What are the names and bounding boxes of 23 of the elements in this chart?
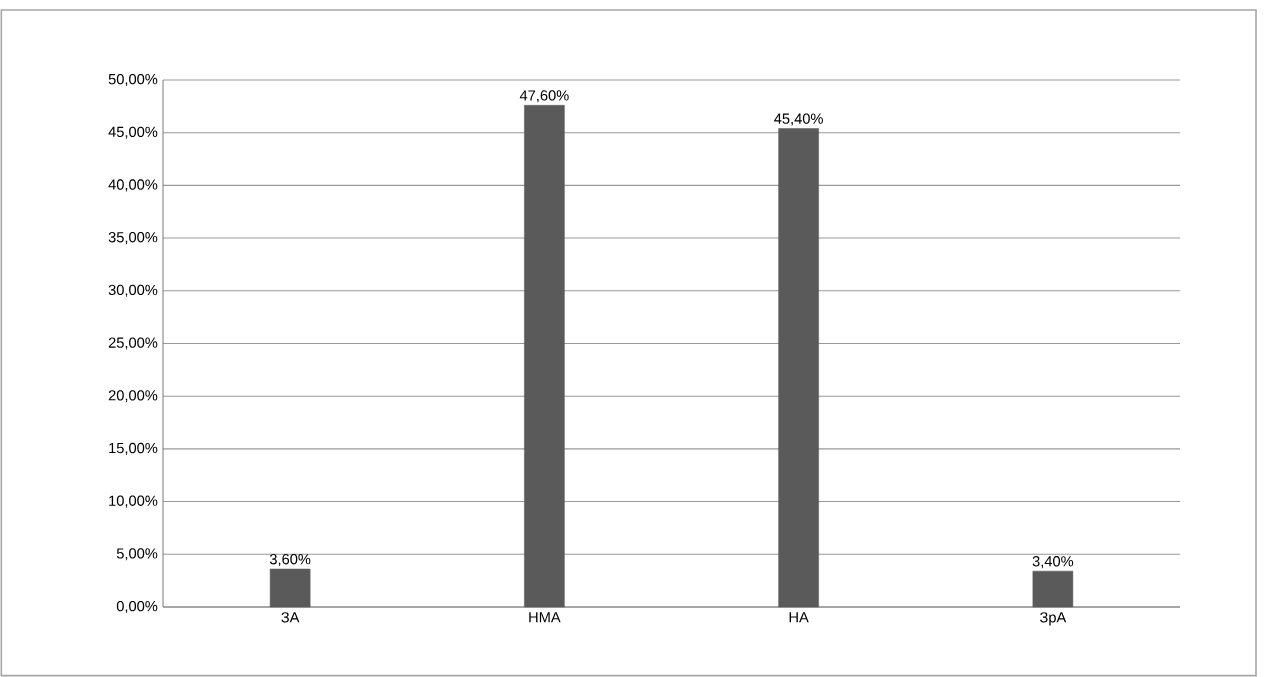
y-tick-label: 0,00% xyxy=(116,600,158,614)
y-tick-label: 30,00% xyxy=(108,284,158,297)
y-tick-label: 40,00% xyxy=(108,179,158,192)
x-tick-label: НМА xyxy=(529,612,561,623)
y-tick-label: 35,00% xyxy=(108,232,158,245)
y-tick-label: 50,00% xyxy=(108,73,158,87)
x-tick-label: НА xyxy=(789,612,809,623)
y-tick-label: 10,00% xyxy=(109,495,158,508)
data-label: 45,40% xyxy=(774,113,823,126)
bar xyxy=(1032,570,1074,608)
y-tick-label: 20,00% xyxy=(108,390,158,403)
bar xyxy=(524,105,565,608)
y-tick-label: 45,00% xyxy=(108,126,158,139)
y-tick-label: 15,00% xyxy=(109,442,158,455)
x-tick-label: ЗА xyxy=(281,612,300,623)
bar xyxy=(269,568,311,608)
data-label: 47,60% xyxy=(519,90,569,103)
data-label: 3,40% xyxy=(1032,556,1074,569)
y-tick-label: 25,00% xyxy=(108,337,158,350)
x-tick-label: ЗрА xyxy=(1039,612,1067,626)
bar xyxy=(778,128,819,608)
data-label: 3,60% xyxy=(269,554,311,567)
y-tick-label: 5,00% xyxy=(116,548,158,561)
